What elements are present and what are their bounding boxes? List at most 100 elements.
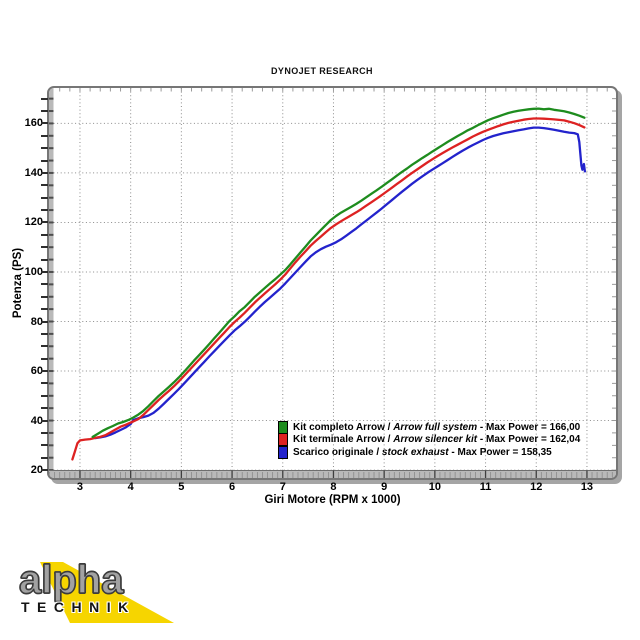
x-tick-label: 13 [580,481,594,493]
y-minor-tick [41,184,48,187]
y-minor-tick [41,444,48,447]
y-axis-bar-tick [49,308,54,311]
y-minor-tick [41,394,48,397]
y-axis-bar-tick [49,196,54,199]
y-axis-bar-tick [49,209,54,212]
y-minor-tick [41,431,48,434]
logo-flash-svg [40,562,174,623]
legend-label-arrow-full-system: Kit completo Arrow / Arrow full system -… [293,421,581,433]
legend-label-stock-exhaust: Scarico originale / stock exhaust - Max … [293,446,552,458]
y-axis-bar-tick [49,184,54,187]
y-axis-bar-tick [49,444,54,447]
y-tick-label: 160 [24,117,43,130]
y-minor-tick [41,270,48,273]
y-axis-bar-tick [49,345,54,348]
y-minor-tick [41,258,48,261]
y-axis-bar-tick [49,394,54,397]
legend-row: Kit terminale Arrow / Arrow silencer kit… [278,433,581,447]
y-minor-tick [41,134,48,137]
curve-arrow-full-system [91,107,586,439]
y-tick-label: 40 [30,414,43,427]
legend-row: Kit completo Arrow / Arrow full system -… [278,420,581,434]
curve-stock-exhaust [94,126,587,440]
y-minor-tick [41,320,48,323]
y-axis-bar-tick [49,233,54,236]
y-minor-tick [41,456,48,459]
y-minor-tick [41,357,48,360]
y-axis-bar-tick [49,332,54,335]
y-tick-label: 140 [24,166,43,179]
y-tick-label: 20 [30,464,43,477]
legend-swatch-stock-exhaust [278,445,288,459]
y-minor-tick [41,407,48,410]
legend: Kit completo Arrow / Arrow full system -… [278,420,581,459]
x-tick-label: 12 [530,481,543,493]
y-axis-bar-tick [49,370,54,373]
x-tick-label: 11 [479,481,492,493]
y-axis-bar-tick [49,258,54,261]
y-minor-tick [41,209,48,212]
y-minor-tick [41,332,48,335]
legend-label-arrow-silencer-kit: Kit terminale Arrow / Arrow silencer kit… [293,434,581,446]
y-tick-label: 120 [24,216,43,229]
y-axis-bar-tick [49,382,54,385]
y-tick-label: 80 [30,315,43,328]
y-minor-tick [41,283,48,286]
y-minor-tick [41,469,48,472]
y-axis-bar-tick [49,122,54,125]
y-minor-tick [41,246,48,249]
y-minor-tick [41,196,48,199]
y-minor-tick [41,221,48,224]
y-minor-tick [41,233,48,236]
x-tick-label: 6 [229,481,236,493]
y-axis-bar [49,88,54,478]
chart-title: DYNOJET RESEARCH [271,66,373,76]
y-minor-tick [41,345,48,348]
y-axis-bar-tick [49,147,54,150]
y-minor-tick [41,382,48,385]
y-axis-bar-tick [49,171,54,174]
y-minor-tick [41,97,48,100]
legend-row: Scarico originale / stock exhaust - Max … [278,445,580,459]
y-axis-bar-tick [49,456,54,459]
y-axis-bar-tick [49,221,54,224]
y-minor-tick [41,122,48,125]
x-axis-bar [49,470,616,478]
y-minor-tick [41,159,48,162]
y-axis-bar-tick [49,270,54,273]
y-minor-tick [41,308,48,311]
y-axis-bar-tick [49,159,54,162]
x-tick-label: 5 [178,481,185,493]
logo-alpha-text: alpha [18,558,124,602]
x-axis-title: Giri Motore (RPM x 1000) [264,494,401,506]
x-tick-label: 7 [279,481,286,493]
plot-area: Kit completo Arrow / Arrow full system -… [47,86,618,480]
y-minor-tick [41,110,48,113]
y-axis-bar-tick [49,431,54,434]
logo-technik-text: TECHNIK [21,599,136,615]
y-axis-bar-tick [49,246,54,249]
y-axis-bar-tick [49,134,54,137]
y-minor-tick [41,419,48,422]
x-tick-label: 3 [76,481,84,493]
y-minor-tick [41,370,48,373]
y-minor-tick [41,147,48,150]
logo-flash-shape [40,562,174,623]
y-axis-bar-tick [49,320,54,323]
y-tick-label: 60 [30,365,43,378]
y-tick-label: 100 [24,265,43,278]
y-minor-tick [41,295,48,298]
y-axis-bar-tick [49,407,54,410]
x-tick-label: 8 [330,481,337,493]
legend-swatch-arrow-full-system [278,420,288,434]
y-minor-tick [41,171,48,174]
y-axis-bar-tick [49,110,54,113]
y-axis-bar-tick [49,283,54,286]
dyno-plot-svg [49,88,616,478]
x-tick-label: 4 [127,481,134,493]
x-tick-label: 10 [428,481,441,493]
alphatechnik-logo: alpha TECHNIK [18,550,208,640]
y-axis-bar-tick [49,295,54,298]
x-tick-label: 9 [381,481,388,493]
y-axis-bar-tick [49,357,54,360]
